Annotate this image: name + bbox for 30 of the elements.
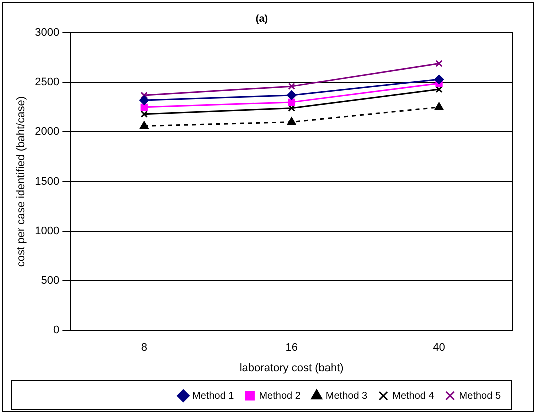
x-tick-label: 16 [286, 342, 298, 354]
y-tick-label: 1000 [35, 225, 60, 238]
x-axis-title: laboratory cost (baht) [240, 362, 344, 374]
point [436, 60, 443, 68]
legend-label: Method 5 [459, 390, 502, 402]
y-tick-label: 0 [54, 324, 60, 337]
y-axis-title: cost per case identified (baht/case) [16, 96, 28, 268]
y-tick-label: 2000 [35, 126, 60, 138]
point [140, 104, 148, 111]
point [288, 82, 296, 90]
point [288, 118, 296, 126]
point [287, 90, 297, 100]
point [434, 74, 444, 84]
point [140, 92, 148, 100]
point [435, 102, 444, 110]
point [140, 96, 150, 106]
point [288, 98, 296, 106]
y-tick-label: 3000 [35, 27, 60, 40]
x-tick-label: 8 [141, 342, 148, 354]
legend-label: Method 4 [392, 390, 435, 402]
legend-label: Method 1 [192, 390, 235, 402]
legend-label: Method 3 [326, 390, 368, 402]
legend-label: Method 2 [259, 390, 302, 402]
y-tick-label: 2500 [35, 76, 60, 89]
point [140, 110, 148, 118]
y-tick-label: 500 [41, 275, 60, 288]
chart-title: (a) [256, 14, 268, 25]
x-tick-label: 40 [433, 342, 446, 354]
y-tick-label: 1500 [35, 176, 60, 188]
point [140, 122, 149, 129]
